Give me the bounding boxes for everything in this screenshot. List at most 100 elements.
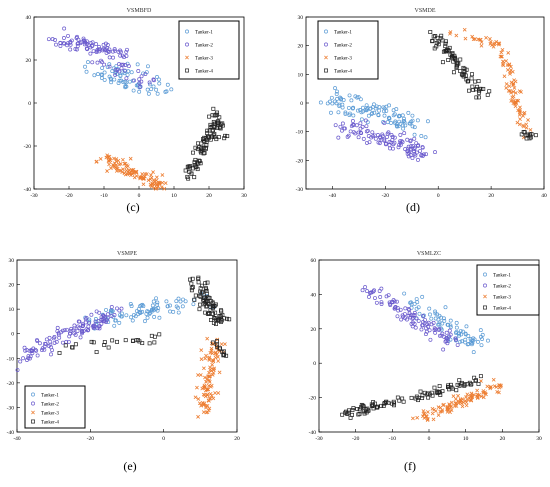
data-point <box>440 321 445 326</box>
data-point <box>385 134 389 139</box>
data-point <box>516 98 521 103</box>
data-point <box>358 97 363 102</box>
data-point <box>368 106 373 111</box>
data-point <box>399 139 404 144</box>
data-point <box>54 339 59 344</box>
data-point <box>458 57 463 62</box>
data-point <box>185 42 189 47</box>
data-point <box>117 78 122 83</box>
data-point <box>459 332 464 337</box>
data-point <box>466 79 471 83</box>
data-point <box>372 288 377 293</box>
data-point <box>410 113 415 118</box>
data-point <box>145 87 150 92</box>
x-tick-label: 0 <box>437 193 440 199</box>
data-point <box>411 313 416 318</box>
data-point <box>188 277 192 282</box>
data-point <box>197 307 202 312</box>
data-point <box>198 149 203 154</box>
data-point <box>423 332 428 337</box>
data-point <box>206 383 211 388</box>
data-point <box>199 348 204 353</box>
data-point <box>408 121 413 126</box>
data-point <box>499 383 503 388</box>
data-point <box>197 401 202 406</box>
data-point <box>130 339 135 343</box>
data-point <box>433 150 437 155</box>
legend-label: Tanker-2 <box>334 44 352 49</box>
data-point <box>35 339 40 343</box>
data-point <box>412 147 417 152</box>
data-point <box>42 344 47 349</box>
data-point <box>446 385 450 390</box>
data-point <box>410 124 415 129</box>
data-point <box>98 47 103 52</box>
data-point <box>94 42 99 47</box>
data-point <box>202 401 207 406</box>
data-point <box>360 288 365 293</box>
data-point <box>225 316 229 321</box>
data-point <box>84 315 89 320</box>
data-point <box>498 54 503 59</box>
data-point <box>148 177 153 182</box>
data-point <box>102 62 107 67</box>
data-point <box>118 162 123 166</box>
data-point <box>400 113 405 118</box>
data-point <box>370 404 375 409</box>
legend-label: Tanker-4 <box>334 70 352 75</box>
data-point <box>324 68 328 73</box>
data-point <box>129 168 134 173</box>
data-point <box>367 140 372 145</box>
data-point <box>388 301 393 306</box>
data-point <box>129 70 134 75</box>
data-point <box>430 411 435 416</box>
data-point <box>458 339 463 344</box>
data-point <box>401 399 406 404</box>
data-point <box>216 135 221 140</box>
data-point <box>216 355 220 359</box>
data-point <box>333 123 338 128</box>
data-point <box>18 359 23 364</box>
data-point <box>217 314 222 318</box>
data-point <box>198 373 203 377</box>
data-point <box>415 415 420 420</box>
legend-label: Tanker-4 <box>493 307 511 312</box>
data-point <box>198 294 203 299</box>
data-point <box>66 41 70 46</box>
data-point <box>395 314 400 319</box>
data-point <box>401 119 406 124</box>
data-point <box>99 321 104 326</box>
data-point <box>400 140 405 145</box>
data-point <box>107 62 112 67</box>
data-point <box>75 44 80 48</box>
data-point <box>339 97 344 102</box>
data-point <box>223 342 227 346</box>
y-tick-label: -20 <box>24 144 32 150</box>
data-point <box>462 66 467 71</box>
data-point <box>203 145 208 150</box>
data-point <box>141 182 146 187</box>
data-point <box>68 47 73 52</box>
x-tick-label: -20 <box>65 193 73 199</box>
data-point <box>213 391 218 395</box>
x-tick-label: 30 <box>241 193 247 199</box>
data-point <box>377 108 382 113</box>
data-point <box>376 112 381 117</box>
data-point <box>125 47 129 52</box>
legend-label: Tanker-1 <box>493 274 511 279</box>
data-point <box>415 118 420 123</box>
x-tick-label: -30 <box>30 193 38 199</box>
data-point <box>217 115 222 120</box>
data-point <box>408 139 413 144</box>
data-point <box>219 342 224 347</box>
data-point <box>63 343 68 348</box>
legend-box <box>317 20 379 80</box>
legend-box <box>24 385 86 429</box>
data-point <box>27 348 32 353</box>
data-point <box>395 122 400 126</box>
data-point <box>504 82 509 86</box>
data-point <box>420 294 425 299</box>
data-point <box>124 163 129 167</box>
data-point <box>463 337 468 342</box>
x-tick-label: 30 <box>536 436 542 442</box>
